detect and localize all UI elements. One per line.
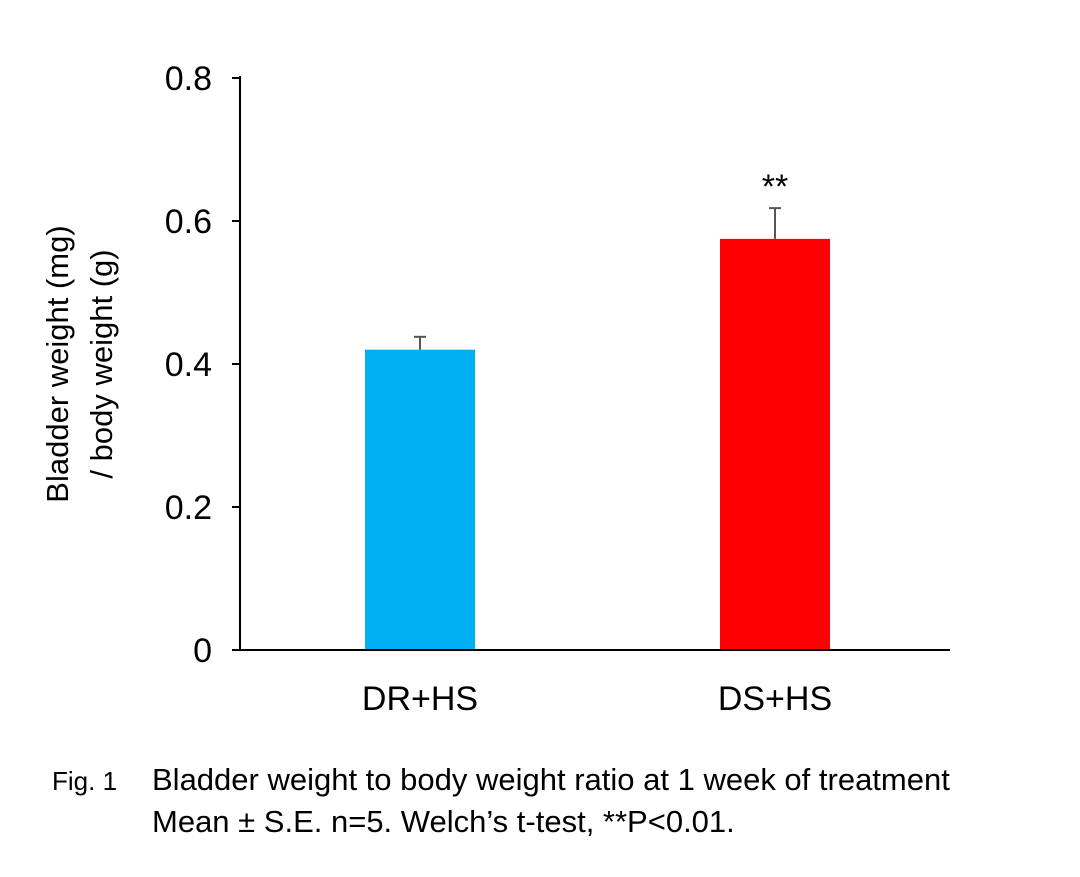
error-bars: [414, 207, 781, 350]
caption-row-2: Mean ± S.E. n=5. Welch’s t-test, **P<0.0…: [52, 804, 1062, 846]
significance-stars: **: [762, 168, 788, 206]
figure-caption: Fig. 1 Bladder weight to body weight rat…: [52, 762, 1062, 846]
y-axis-label-line: Bladder weight (mg): [40, 225, 75, 502]
y-tick-label: 0.8: [165, 60, 212, 98]
caption-line-1: Bladder weight to body weight ratio at 1…: [152, 762, 950, 797]
y-axis-label-line: / body weight (g): [84, 249, 119, 478]
y-tick-label: 0.4: [165, 346, 212, 384]
figure-label: Fig. 1: [52, 766, 118, 796]
significance-annotations: **: [762, 168, 788, 206]
bar-ds-hs: [720, 238, 830, 650]
y-axis-ticks: 0 0.2 0.4 0.6 0.8: [165, 60, 240, 670]
caption-row-1: Fig. 1 Bladder weight to body weight rat…: [52, 762, 1062, 804]
y-tick-label: 0.2: [165, 489, 212, 527]
x-category-label: DR+HS: [362, 680, 478, 718]
bars: [365, 238, 830, 650]
y-tick-label: 0.6: [165, 203, 212, 241]
x-axis-categories: DR+HS DS+HS: [362, 680, 832, 718]
caption-line-2: Mean ± S.E. n=5. Welch’s t-test, **P<0.0…: [152, 804, 735, 839]
x-category-label: DS+HS: [718, 680, 832, 718]
bar-chart: Bladder weight (mg) / body weight (g) 0 0.…: [40, 60, 950, 718]
axes: [232, 76, 950, 651]
bar-dr-hs: [365, 349, 475, 650]
y-axis-label: Bladder weight (mg) / body weight (g): [40, 225, 119, 502]
y-tick-label: 0: [193, 632, 212, 670]
